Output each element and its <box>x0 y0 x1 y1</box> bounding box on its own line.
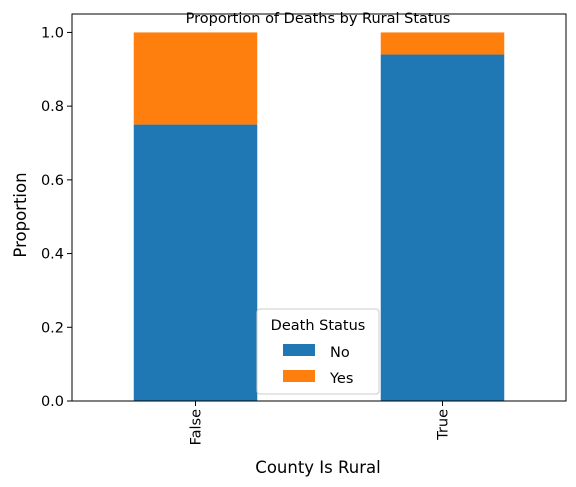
legend-label-no: No <box>330 345 350 361</box>
legend: Death Status No Yes <box>256 308 380 395</box>
bar-true-no <box>380 54 505 402</box>
legend-label-yes: Yes <box>329 371 353 387</box>
y-tick-label: 0.8 <box>41 99 64 115</box>
chart-title: Proportion of Deaths by Rural Status <box>186 11 451 27</box>
legend-swatch-no <box>283 344 315 356</box>
plot-frame <box>71 13 567 402</box>
y-tick-label: 0.4 <box>41 247 64 263</box>
bar-false-yes <box>133 32 258 125</box>
bar-false-no <box>133 124 258 402</box>
legend-title: Death Status <box>271 318 366 334</box>
bar-area <box>133 32 505 402</box>
y-axis-label: Proportion <box>11 172 30 257</box>
y-tick-label: 0.6 <box>41 173 64 189</box>
bar-true-yes <box>380 32 505 55</box>
y-tick-label: 0.0 <box>41 394 64 410</box>
x-tick-label: False <box>189 409 205 445</box>
x-axis: False True <box>189 401 452 445</box>
y-axis: 0.0 0.2 0.4 0.6 0.8 1.0 <box>41 25 72 410</box>
legend-swatch-yes <box>283 370 315 382</box>
y-tick-label: 0.2 <box>41 320 64 336</box>
x-tick-label: True <box>436 409 452 441</box>
y-tick-label: 1.0 <box>41 25 64 41</box>
x-axis-label: County Is Rural <box>255 458 380 477</box>
